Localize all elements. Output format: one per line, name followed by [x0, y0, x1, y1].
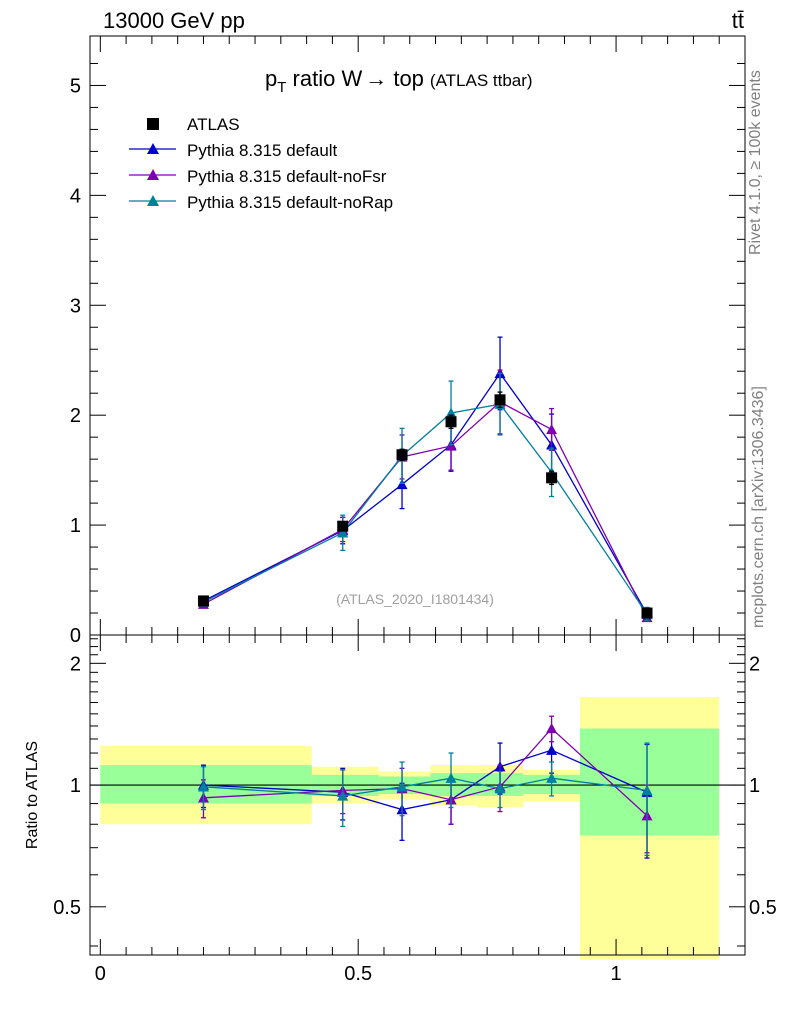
ratio-data-layer [90, 697, 745, 960]
legend-label-nofsr: Pythia 8.315 default-noFsr [187, 167, 387, 186]
ratio-point-noRap [494, 783, 506, 794]
header-left: 13000 GeV pp [103, 8, 245, 33]
main-line-noFsr [203, 401, 648, 618]
legend-marker-atlas [147, 118, 159, 130]
main-point-atlas [494, 394, 506, 406]
main-axis-ticks [90, 36, 745, 636]
side-text-top: Rivet 4.1.0, ≥ 100k events [747, 70, 764, 255]
main-point-default [396, 478, 408, 490]
ratio-point-noRap [546, 772, 558, 783]
title-top: top [387, 66, 424, 91]
ratio-xtick-label: 0.5 [344, 963, 372, 985]
legend-label-norap: Pythia 8.315 default-noRap [187, 193, 393, 212]
main-ytick-label: 1 [70, 515, 81, 537]
main-ytick-label: 2 [70, 405, 81, 427]
ratio-point-noRap [445, 772, 457, 783]
legend-marker-default [147, 143, 159, 154]
main-point-atlas [197, 595, 209, 607]
chart-title: pT ratio W → top (ATLAS ttbar) [265, 66, 533, 96]
main-ytick-label: 4 [70, 185, 81, 207]
main-line-default [203, 372, 648, 615]
legend-marker-norap [147, 195, 159, 206]
ratio-ytick-label-right: 1 [749, 775, 760, 797]
title-suffix: (ATLAS ttbar) [430, 71, 533, 90]
ratio-point-noRap [396, 781, 408, 792]
ratio-ytick-label-left: 2 [70, 653, 81, 675]
ratio-axis-ticks [90, 635, 745, 955]
ratio-y-tick-labels: 0.5 0.5 1 1 2 2 [53, 653, 777, 918]
side-text-bottom: mcplots.cern.ch [arXiv:1306.3436] [750, 386, 767, 628]
title-p: p [265, 66, 277, 91]
legend-label-atlas: ATLAS [187, 115, 240, 134]
legend-marker-nofsr [147, 169, 159, 180]
ratio-point-noFsr [546, 722, 558, 734]
ratio-ytick-label-right: 0.5 [749, 897, 777, 919]
main-ytick-label: 0 [70, 625, 81, 647]
ratio-point-default [546, 744, 558, 755]
ratio-point-noRap [337, 790, 349, 801]
legend: ATLAS Pythia 8.315 default Pythia 8.315 … [129, 115, 393, 212]
title-arrow: → [365, 66, 387, 91]
header-right: tt̄ [732, 8, 744, 33]
ratio-frame [89, 634, 746, 956]
main-point-noRap [445, 407, 457, 418]
ratio-ytick-label-left: 0.5 [53, 897, 81, 919]
main-ytick-label: 3 [70, 295, 81, 317]
main-point-noFsr [445, 440, 457, 451]
ratio-x-tick-labels: 0 0.5 1 [95, 963, 622, 985]
ratio-ytick-label-right: 2 [749, 653, 760, 675]
ratio-y-axis-label: Ratio to ATLAS [24, 741, 41, 849]
analysis-watermark: (ATLAS_2020_I1801434) [336, 591, 494, 607]
title-subscript: T [277, 79, 286, 96]
ratio-point-noRap [641, 784, 653, 796]
main-point-atlas [546, 472, 558, 484]
main-data-layer [197, 336, 653, 623]
main-point-atlas [445, 416, 457, 428]
main-point-noRap [337, 527, 349, 538]
main-point-noFsr [546, 423, 558, 435]
ratio-ytick-label-left: 1 [70, 775, 81, 797]
legend-label-default: Pythia 8.315 default [187, 141, 338, 160]
main-line-noRap [203, 403, 648, 615]
title-ratio: ratio W [286, 66, 362, 91]
main-point-atlas [337, 520, 349, 532]
main-point-atlas [641, 607, 653, 619]
ratio-panel: 0.5 0.51 12 2 0 0.5 1 Ratio to ATLAS [24, 634, 777, 985]
ratio-point-noRap [197, 781, 209, 792]
ratio-xtick-label: 1 [611, 963, 622, 985]
main-ytick-label: 5 [70, 75, 81, 97]
main-y-tick-labels: 0 1 2 3 4 5 [70, 75, 81, 647]
main-point-atlas [396, 449, 408, 461]
ratio-xtick-label: 0 [95, 963, 106, 985]
main-panel: 0 1 2 3 4 5 pT ratio W → top (ATLAS ttbar) ATLA… [70, 35, 746, 647]
